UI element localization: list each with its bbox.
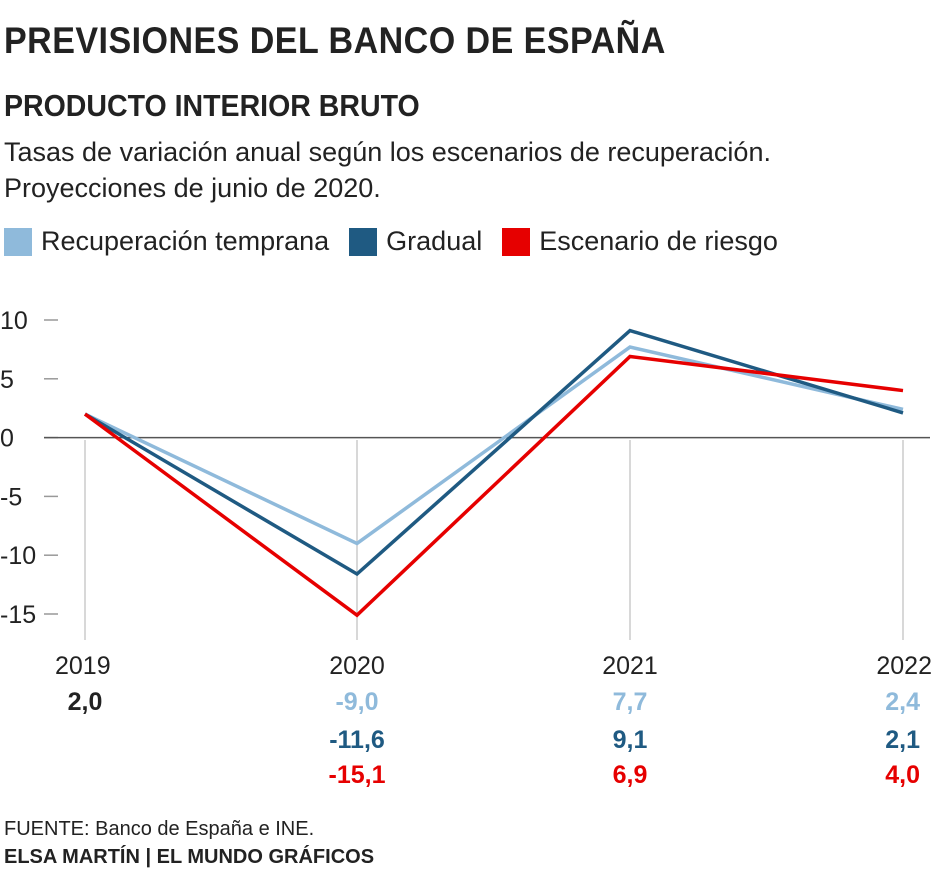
x-tick-label-2022: 2022 — [876, 652, 932, 680]
legend-item-temprana: Recuperación temprana — [4, 226, 329, 257]
legend-item-riesgo: Escenario de riesgo — [502, 226, 778, 257]
data-label-temprana-2022: 2,4 — [885, 688, 920, 716]
data-label-gradual-2022: 2,1 — [885, 726, 920, 754]
y-tick-label-3: -5 — [0, 483, 22, 511]
data-label-riesgo-2021: 6,9 — [613, 761, 648, 789]
legend-swatch-gradual — [349, 227, 378, 256]
series-line-gradual — [84, 328, 904, 577]
series-line-riesgo — [83, 354, 904, 618]
data-label-temprana-2020: -9,0 — [335, 688, 378, 716]
x-tick-label-2019: 2019 — [55, 652, 111, 680]
x-tick-label-2020: 2020 — [329, 652, 385, 680]
x-tick-label-2021: 2021 — [602, 652, 658, 680]
data-label-gradual-2021: 9,1 — [613, 726, 648, 754]
footer-source: FUENTE: Banco de España e INE. — [4, 818, 315, 840]
data-label-riesgo-2022: 4,0 — [885, 761, 920, 789]
data-label-2019: 2,0 — [68, 688, 103, 716]
legend-swatch-temprana — [4, 227, 32, 256]
chart-subtitle: PRODUCTO INTERIOR BRUTO — [4, 88, 420, 123]
legend-label-riesgo: Escenario de riesgo — [539, 226, 778, 256]
description-line-1: Tasas de variación anual según los escen… — [4, 137, 771, 167]
description-line-2: Proyecciones de junio de 2020. — [4, 173, 381, 203]
series-line-temprana — [84, 345, 904, 546]
data-label-temprana-2021: 7,7 — [613, 688, 648, 716]
chart-description: Tasas de variación anual según los escen… — [4, 134, 934, 206]
footer-credit: ELSA MARTÍN | EL MUNDO GRÁFICOS — [4, 846, 375, 868]
y-tick-label-1: 5 — [0, 366, 14, 394]
data-label-gradual-2020: -11,6 — [329, 726, 385, 754]
y-tick-label-5: -15 — [0, 601, 36, 629]
legend-label-gradual: Gradual — [386, 226, 483, 256]
legend-item-gradual: Gradual — [349, 226, 482, 257]
legend-swatch-riesgo — [502, 227, 531, 256]
legend-label-temprana: Recuperación temprana — [41, 226, 330, 256]
data-label-riesgo-2020: -15,1 — [329, 761, 386, 789]
y-tick-label-4: -10 — [0, 542, 36, 570]
y-tick-label-0: 10 — [0, 307, 28, 335]
legend: Recuperación temprana Gradual Escenario … — [4, 226, 798, 257]
y-tick-label-2: 0 — [0, 425, 14, 453]
chart-title: PREVISIONES DEL BANCO DE ESPAÑA — [4, 20, 666, 61]
